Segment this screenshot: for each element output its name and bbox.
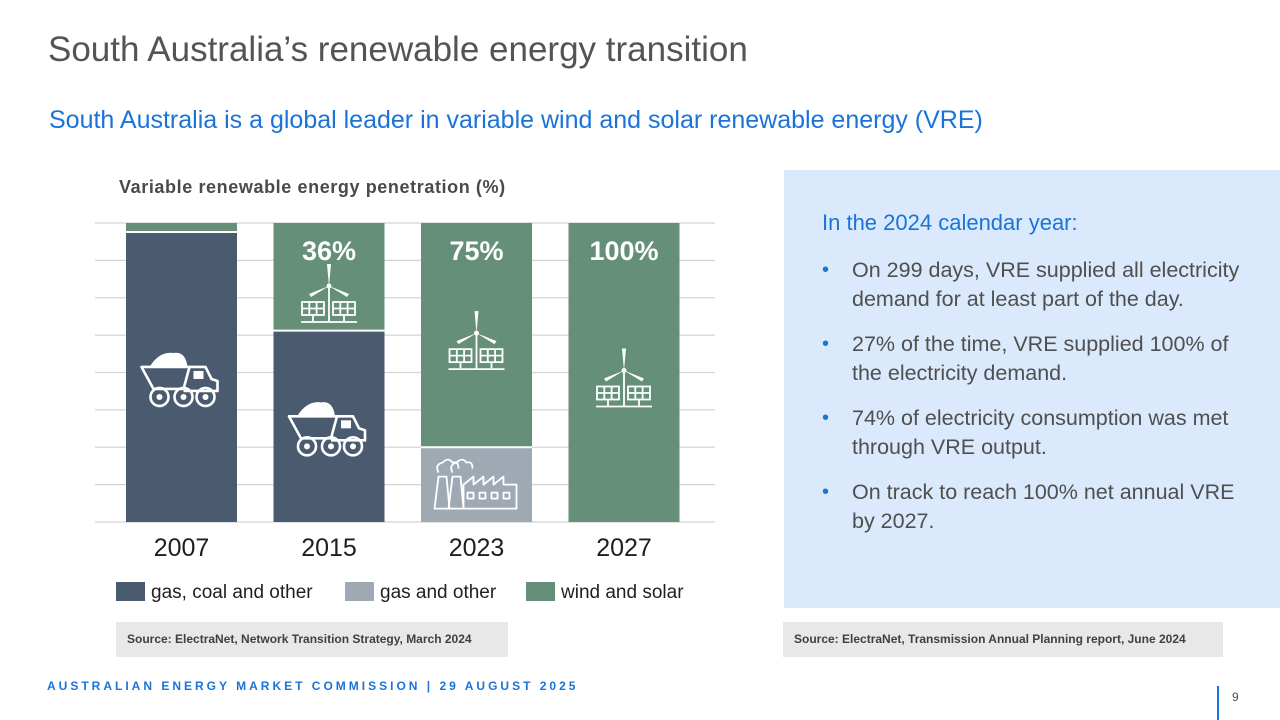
mining-truck-icon (140, 352, 219, 408)
footer: AUSTRALIAN ENERGY MARKET COMMISSION | 29… (47, 679, 578, 693)
chart-source: Source: ElectraNet, Network Transition S… (116, 622, 508, 657)
legend-label: gas, coal and other (151, 582, 313, 603)
chart-title: Variable renewable energy penetration (%… (119, 177, 506, 197)
bar-group: 75% 2023 (421, 223, 532, 562)
legend-swatch (345, 582, 374, 601)
bar-group: 36% 2015 (273, 223, 385, 562)
factory-icon (433, 458, 518, 510)
page-number: 9 (1232, 690, 1239, 704)
bar-segment (126, 223, 237, 232)
wind-solar-icon (301, 264, 357, 323)
x-tick-label: 2027 (596, 534, 652, 562)
legend-label: gas and other (380, 582, 497, 603)
bar-group: 100% 2027 (568, 223, 680, 562)
info-bullet: • 27% of the time, VRE supplied 100% of t… (822, 330, 1242, 388)
data-label: 100% (589, 236, 658, 266)
page-number-rule (1217, 686, 1219, 720)
info-bullet: • 74% of electricity consumption was met … (822, 404, 1242, 462)
legend-swatch (116, 582, 145, 601)
data-label: 36% (302, 236, 356, 266)
info-panel: In the 2024 calendar year: • On 299 days,… (784, 170, 1280, 608)
bar-segment (126, 231, 237, 522)
info-bullet-text: 74% of electricity consumption was met t… (852, 406, 1229, 459)
info-bullet-list: • On 299 days, VRE supplied all electrici… (822, 256, 1242, 552)
bullet-icon: • (822, 333, 830, 355)
bar-group: 2007 (126, 223, 237, 562)
wind-solar-icon (448, 311, 505, 371)
legend-item: wind and solar (526, 582, 684, 603)
bullet-icon: • (822, 481, 830, 503)
data-label: 75% (449, 236, 503, 266)
info-bullet: • On 299 days, VRE supplied all electrici… (822, 256, 1242, 314)
legend-item: gas, coal and other (116, 582, 313, 603)
footer-organisation: AUSTRALIAN ENERGY MARKET COMMISSION (47, 679, 421, 693)
footer-separator: | (426, 679, 434, 693)
legend-swatch (526, 582, 555, 601)
info-bullet: • On track to reach 100% net annual VRE b… (822, 478, 1242, 536)
bullet-icon: • (822, 407, 830, 429)
vre-penetration-chart: 2007 36% 2015 75% 2023 100% 2027 gas, coal and … (95, 222, 715, 603)
x-tick-label: 2007 (154, 534, 210, 562)
info-bullet-text: On track to reach 100% net annual VRE by… (852, 480, 1235, 533)
wind-solar-icon (596, 348, 652, 408)
x-tick-label: 2015 (301, 534, 357, 562)
info-heading: In the 2024 calendar year: (822, 210, 1078, 235)
info-bullet-text: 27% of the time, VRE supplied 100% of th… (852, 332, 1229, 385)
x-tick-label: 2023 (449, 534, 505, 562)
bar-segment (273, 330, 385, 522)
bullet-icon: • (822, 259, 830, 281)
legend-item: gas and other (345, 582, 497, 603)
legend-label: wind and solar (560, 582, 684, 603)
mining-truck-icon (287, 402, 367, 457)
footer-date: 29 AUGUST 2025 (439, 679, 579, 693)
info-source: Source: ElectraNet, Transmission Annual … (783, 622, 1223, 657)
slide-subtitle: South Australia is a global leader in va… (49, 106, 983, 134)
slide-title: South Australia’s renewable energy trans… (48, 30, 748, 69)
info-bullet-text: On 299 days, VRE supplied all electricit… (852, 258, 1240, 311)
